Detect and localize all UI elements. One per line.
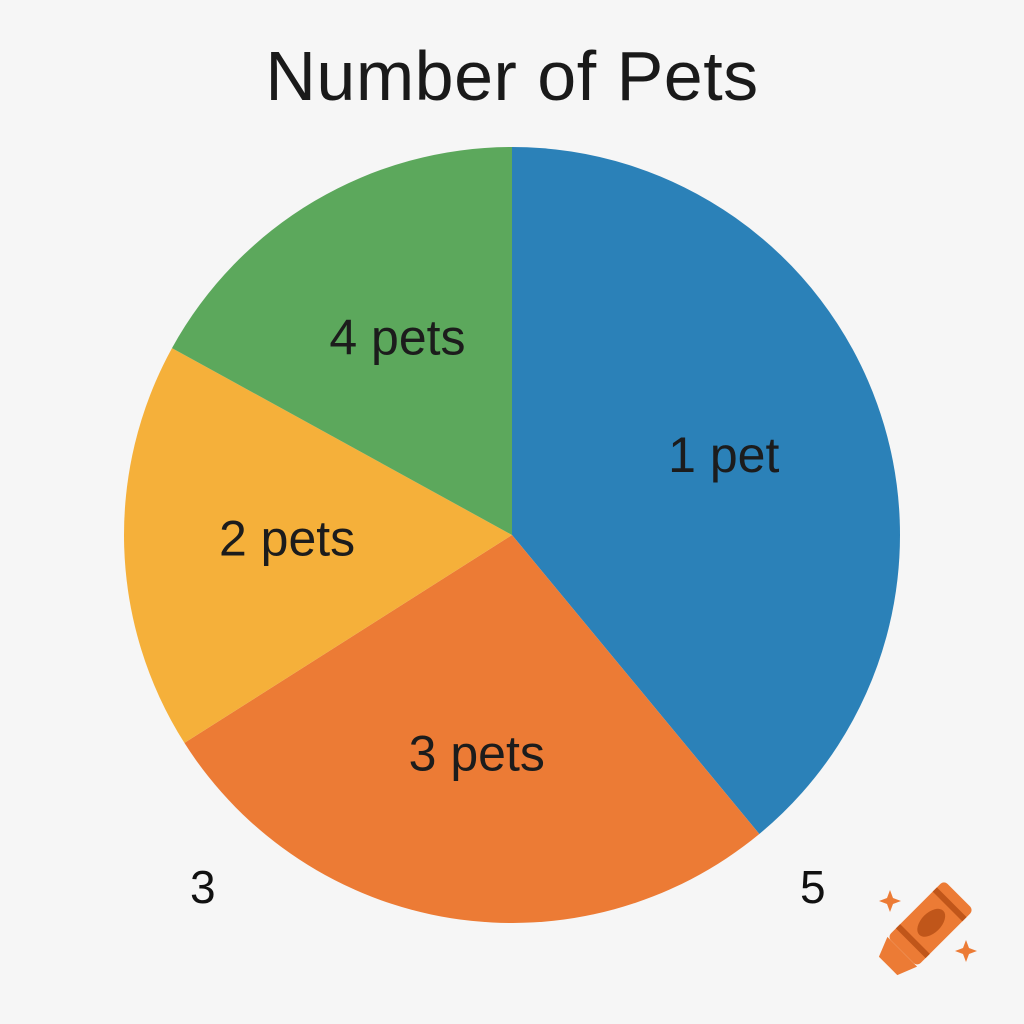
pie-slice-4-pets (171, 146, 512, 535)
pie-label-2-pets: 2 pets (219, 510, 355, 566)
chart-title: Number of Pets (265, 37, 759, 115)
pie-label-3-pets: 3 pets (409, 725, 545, 781)
pie-label-1-pet: 1 pet (668, 427, 779, 483)
pie-labels: 1 pet 3 pets 2 pets 4 pets (219, 310, 779, 782)
pie-slice-3-pets (184, 535, 760, 924)
crayon-icon (878, 882, 977, 976)
annotation-bottom-right: 5 (800, 861, 826, 913)
pie-label-4-pets: 4 pets (329, 310, 465, 366)
pie-slice-2-pets (124, 348, 513, 743)
pie-slices (124, 146, 901, 924)
pie-slice-1-pet (512, 147, 901, 834)
annotation-bottom-left: 3 (190, 861, 216, 913)
